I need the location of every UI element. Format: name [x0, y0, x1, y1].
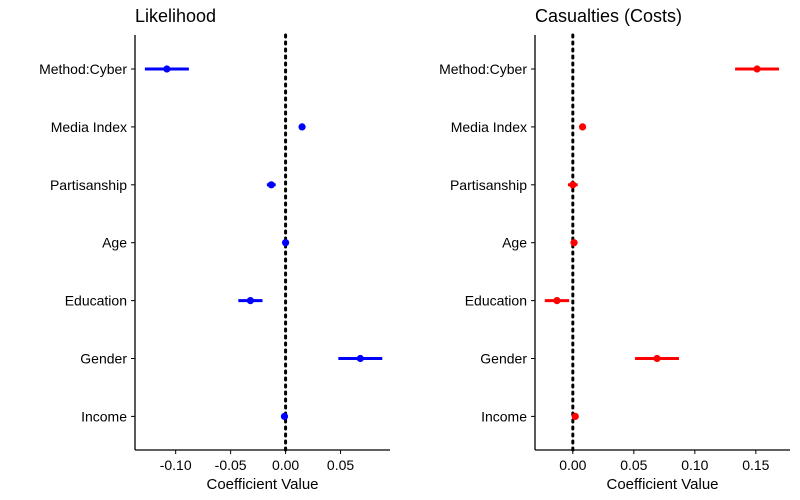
- coefficient-point: [163, 65, 171, 73]
- y-tick-label: Education: [465, 293, 527, 309]
- coefficient-point: [280, 412, 289, 420]
- y-tick-label: Media Index: [51, 119, 127, 135]
- coefficient-point: [246, 297, 255, 305]
- x-tick-label: 0.00: [559, 457, 586, 473]
- coefficient-point: [578, 123, 587, 131]
- x-tick-label: 0.00: [272, 457, 299, 473]
- y-tick-label: Method:Cyber: [439, 61, 527, 77]
- coefficient-point: [570, 239, 578, 247]
- x-axis-title: Coefficient Value: [606, 476, 718, 493]
- coefficient-point: [569, 181, 577, 189]
- y-tick-label: Partisanship: [50, 177, 127, 193]
- coefficient-point: [571, 412, 579, 420]
- x-tick-label: -0.05: [215, 457, 247, 473]
- coefficient-point: [356, 354, 364, 363]
- y-tick-label: Income: [81, 408, 127, 424]
- y-tick-label: Method:Cyber: [39, 61, 127, 77]
- x-axis-title: Coefficient Value: [206, 476, 318, 493]
- x-tick-label: 0.10: [681, 457, 708, 473]
- panel-title: Likelihood: [135, 6, 216, 26]
- x-tick-label: -0.10: [160, 457, 192, 473]
- coefficient-point: [281, 239, 290, 247]
- coefficient-point: [753, 65, 761, 73]
- x-tick-label: 0.05: [620, 457, 647, 473]
- y-tick-label: Income: [481, 408, 527, 424]
- panel-title: Casualties (Costs): [535, 6, 682, 26]
- coefficient-point: [553, 297, 561, 305]
- coefficient-point: [267, 181, 275, 189]
- y-tick-label: Age: [502, 235, 527, 251]
- casualties-panel: Casualties (Costs) Method:Cyber Media Inde…: [439, 6, 790, 493]
- x-tick-label: 0.05: [327, 457, 354, 473]
- y-tick-label: Media Index: [451, 119, 527, 135]
- y-tick-label: Gender: [480, 351, 527, 367]
- coefficient-point: [653, 354, 661, 363]
- y-tick-label: Partisanship: [450, 177, 527, 193]
- coefficient-point: [298, 123, 306, 131]
- y-tick-label: Gender: [80, 351, 127, 367]
- likelihood-panel: Likelihood Method:Cyber Media Index Partisa…: [39, 6, 390, 493]
- x-tick-label: 0.15: [742, 457, 769, 473]
- y-tick-label: Education: [65, 293, 127, 309]
- y-tick-label: Age: [102, 235, 127, 251]
